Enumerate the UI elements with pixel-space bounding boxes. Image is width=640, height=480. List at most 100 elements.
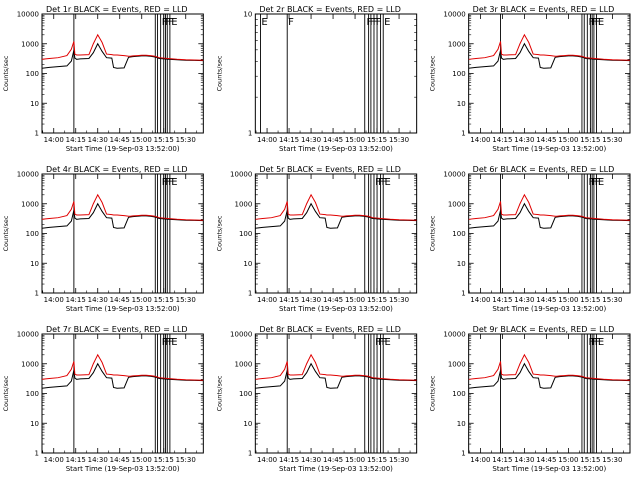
flag-label: F xyxy=(288,17,294,28)
series-events-line xyxy=(255,362,417,389)
flag-label: F xyxy=(378,177,384,188)
y-tick-label: 1000 xyxy=(235,360,253,368)
flag-label: F xyxy=(162,17,168,28)
x-tick-label: 14:30 xyxy=(514,296,534,304)
y-tick-label: 10 xyxy=(243,420,252,428)
x-tick-label: 14:45 xyxy=(110,136,130,144)
panel-det-5: Det 5r BLACK = Events, RED = LLD Counts/s… xyxy=(215,165,418,313)
series-events-line xyxy=(468,362,630,389)
y-axis-label: Counts/sec xyxy=(2,55,10,91)
y-tick-label: 100 xyxy=(26,230,39,238)
y-tick-label: 100 xyxy=(452,390,465,398)
series-events-line xyxy=(468,202,630,229)
x-tick-label: 14:30 xyxy=(301,136,321,144)
x-axis-label: Start Time (19-Sep-03 13:52:00) xyxy=(66,145,180,153)
flag-label: E xyxy=(385,177,391,188)
x-tick-label: 15:00 xyxy=(132,456,152,464)
y-axis-label: Counts/sec xyxy=(215,55,223,91)
flag-label: F xyxy=(376,17,382,28)
y-tick-label: 1 xyxy=(461,450,465,458)
x-tick-label: 15:30 xyxy=(602,456,622,464)
flag-label: F xyxy=(595,17,601,28)
y-tick-label: 1 xyxy=(248,450,252,458)
x-tick-label: 14:15 xyxy=(279,456,299,464)
x-tick-label: 14:30 xyxy=(301,456,321,464)
flag-label: E xyxy=(598,337,604,348)
y-tick-label: 10000 xyxy=(17,171,39,179)
panel-det-2: Det 2r BLACK = Events, RED = LLD Counts/s… xyxy=(215,5,418,153)
x-tick-label: 14:00 xyxy=(257,136,277,144)
x-tick-label: 14:15 xyxy=(66,136,86,144)
series-lld-line xyxy=(42,33,204,61)
x-tick-label: 14:00 xyxy=(257,456,277,464)
x-tick-label: 14:45 xyxy=(323,456,343,464)
series-events-line xyxy=(255,202,417,229)
x-tick-label: 15:15 xyxy=(154,456,174,464)
flag-label: F xyxy=(165,337,171,348)
y-tick-label: 10000 xyxy=(17,331,39,339)
x-tick-label: 15:15 xyxy=(154,296,174,304)
y-tick-label: 1000 xyxy=(448,40,466,48)
y-tick-label: 10 xyxy=(30,260,39,268)
x-tick-label: 14:15 xyxy=(492,136,512,144)
plot-frame xyxy=(254,13,418,134)
flag-label: F xyxy=(373,17,379,28)
flag-label: F xyxy=(165,177,171,188)
x-tick-label: 15:15 xyxy=(367,456,387,464)
y-tick-label: 100 xyxy=(452,230,465,238)
chart-title: Det 4r BLACK = Events, RED = LLD xyxy=(46,165,188,174)
chart-title: Det 1r BLACK = Events, RED = LLD xyxy=(46,5,188,14)
y-tick-label: 1 xyxy=(35,130,39,138)
y-tick-label: 1 xyxy=(35,450,39,458)
chart-title: Det 5r BLACK = Events, RED = LLD xyxy=(259,165,401,174)
flag-label: E xyxy=(171,177,177,188)
y-tick-label: 1000 xyxy=(21,360,39,368)
x-tick-label: 14:45 xyxy=(536,296,556,304)
panel-det-3: Det 3r BLACK = Events, RED = LLD Counts/s… xyxy=(429,5,631,153)
flag-label: F xyxy=(381,337,387,348)
panel-det-4: Det 4r BLACK = Events, RED = LLD Counts/s… xyxy=(2,165,204,313)
y-axis-label: Counts/sec xyxy=(429,215,437,251)
x-tick-label: 15:00 xyxy=(558,296,578,304)
flag-label: F xyxy=(162,177,168,188)
y-tick-label: 10000 xyxy=(443,11,465,19)
x-tick-label: 14:00 xyxy=(257,296,277,304)
x-tick-label: 14:30 xyxy=(301,296,321,304)
plot-frame xyxy=(254,173,418,294)
x-tick-label: 15:15 xyxy=(580,456,600,464)
y-tick-label: 10000 xyxy=(17,11,39,19)
flag-label: F xyxy=(367,17,373,28)
x-tick-label: 14:30 xyxy=(88,296,108,304)
x-tick-label: 15:30 xyxy=(176,136,196,144)
x-tick-label: 15:30 xyxy=(389,456,409,464)
y-tick-label: 1 xyxy=(461,130,465,138)
chart-title: Det 7r BLACK = Events, RED = LLD xyxy=(46,325,188,334)
flag-label: F xyxy=(378,337,384,348)
x-tick-label: 15:00 xyxy=(345,456,365,464)
x-axis-label: Start Time (19-Sep-03 13:52:00) xyxy=(492,305,606,313)
x-tick-label: 14:00 xyxy=(44,296,64,304)
y-tick-label: 10 xyxy=(243,260,252,268)
plot-frame xyxy=(41,13,204,134)
x-tick-label: 14:45 xyxy=(536,136,556,144)
flag-label: F xyxy=(381,177,387,188)
flag-label: F xyxy=(168,177,174,188)
x-tick-label: 14:45 xyxy=(110,296,130,304)
panel-det-6: Det 6r BLACK = Events, RED = LLD Counts/s… xyxy=(429,165,631,313)
x-tick-label: 14:45 xyxy=(110,456,130,464)
x-tick-label: 14:15 xyxy=(66,456,86,464)
series-lld-line xyxy=(468,353,630,381)
y-axis-label: Counts/sec xyxy=(429,375,437,411)
y-tick-label: 10 xyxy=(243,11,252,19)
flag-label: F xyxy=(375,177,381,188)
flag-label: F xyxy=(595,337,601,348)
y-tick-label: 10000 xyxy=(443,331,465,339)
flag-label: F xyxy=(375,337,381,348)
y-tick-label: 100 xyxy=(239,390,252,398)
x-tick-label: 14:15 xyxy=(279,136,299,144)
flag-label: F xyxy=(588,17,594,28)
series-lld-line xyxy=(255,193,417,221)
flag-label: F xyxy=(595,177,601,188)
y-tick-label: 100 xyxy=(239,230,252,238)
x-tick-label: 15:00 xyxy=(558,136,578,144)
